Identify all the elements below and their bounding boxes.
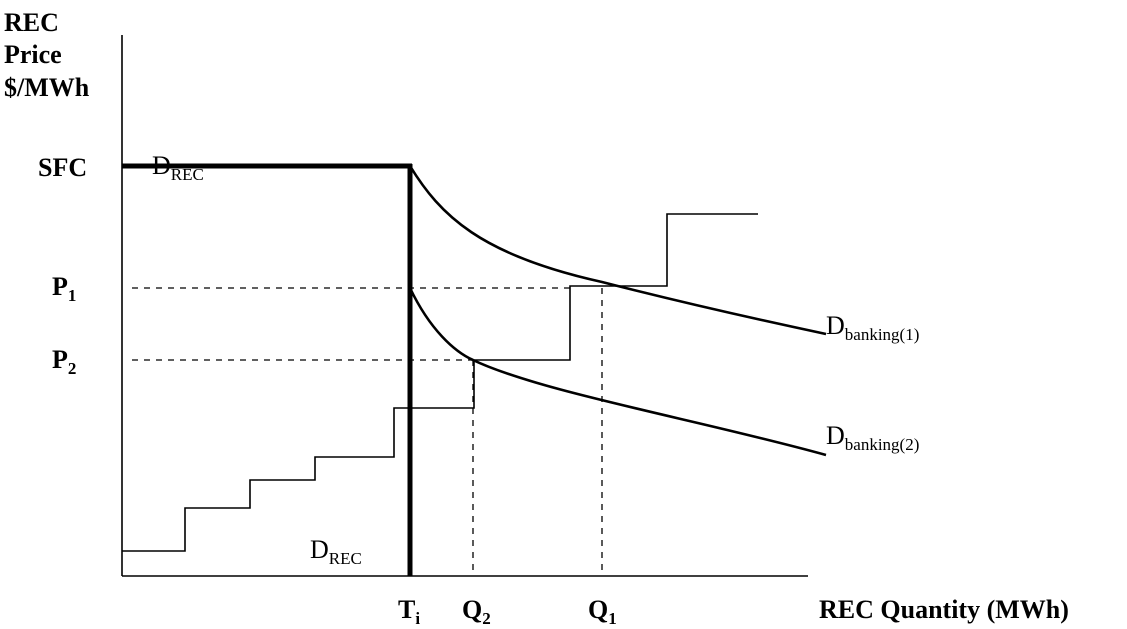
d-rec-bottom-label: DREC [310, 535, 362, 568]
d-banking-2-label: Dbanking(2) [826, 421, 919, 454]
q1-label: Q1 [588, 595, 617, 628]
y-axis-title-line1: REC [4, 8, 59, 37]
q2-label: Q2 [462, 595, 491, 628]
d-banking-2-curve [408, 287, 827, 457]
p1-label: P1 [52, 272, 76, 305]
sfc-label: SFC [38, 153, 87, 182]
y-axis-title-line3: $/MWh [4, 73, 90, 102]
x-axis-title: REC Quantity (MWh) [819, 595, 1069, 624]
y-axis-title-line2: Price [4, 40, 62, 69]
d-banking-1-curve [408, 165, 827, 336]
p2-label: P2 [52, 345, 76, 378]
d-banking-1-label: Dbanking(1) [826, 311, 919, 344]
d-rec-top-label: DREC [152, 151, 204, 184]
ti-label: Ti [398, 595, 420, 628]
supply-step-curve [122, 213, 758, 552]
